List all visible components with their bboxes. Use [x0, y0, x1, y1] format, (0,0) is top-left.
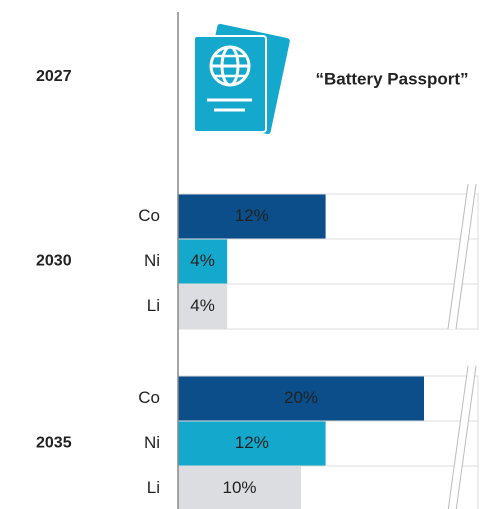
value-label: 20% [284, 388, 318, 407]
value-label: 12% [235, 433, 269, 452]
bar [178, 421, 326, 466]
milestone-label: “Battery Passport” [315, 69, 468, 88]
bar [178, 284, 228, 329]
axis-break-line [447, 365, 469, 509]
group-label: 2030 [36, 253, 72, 270]
axis-break-line [455, 365, 477, 509]
value-label: 4% [190, 296, 215, 315]
axis-break-line [455, 183, 477, 330]
axis-break [448, 366, 476, 509]
value-label: 12% [235, 206, 269, 225]
passport-icon [193, 23, 290, 135]
bar [178, 239, 228, 284]
category-label: Li [147, 296, 160, 315]
category-label: Ni [144, 251, 160, 270]
category-label: Ni [144, 433, 160, 452]
category-label: Co [138, 206, 160, 225]
milestone-year: 2027 [36, 68, 72, 85]
bar [178, 376, 424, 421]
value-label: 4% [190, 251, 215, 270]
category-label: Co [138, 388, 160, 407]
category-label: Li [147, 478, 160, 497]
track [177, 283, 479, 330]
bar [178, 194, 326, 239]
axis-break-line [447, 183, 469, 330]
axis-break [448, 184, 476, 329]
value-label: 10% [222, 478, 256, 497]
group-label: 2035 [36, 435, 72, 452]
bar [178, 466, 301, 509]
